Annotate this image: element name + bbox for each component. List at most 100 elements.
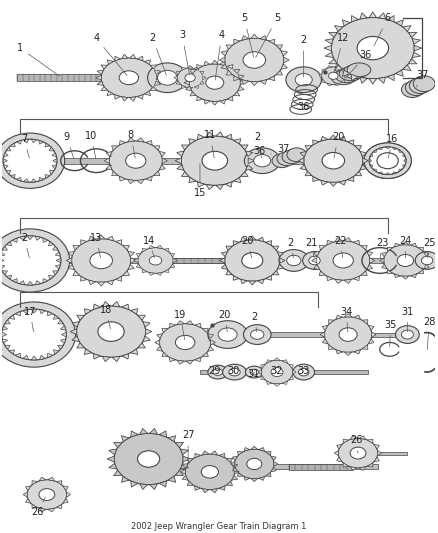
Polygon shape xyxy=(266,360,272,364)
Polygon shape xyxy=(344,279,351,284)
Polygon shape xyxy=(241,145,248,150)
Polygon shape xyxy=(348,140,354,145)
Polygon shape xyxy=(234,139,241,144)
Polygon shape xyxy=(266,451,271,455)
Polygon shape xyxy=(159,151,165,157)
Polygon shape xyxy=(232,475,238,480)
Polygon shape xyxy=(289,464,353,470)
Ellipse shape xyxy=(304,139,363,182)
Polygon shape xyxy=(11,143,15,147)
Ellipse shape xyxy=(213,369,223,375)
Polygon shape xyxy=(77,315,84,320)
Polygon shape xyxy=(350,436,357,439)
Ellipse shape xyxy=(286,67,321,93)
Polygon shape xyxy=(226,45,233,50)
Polygon shape xyxy=(371,332,376,337)
Ellipse shape xyxy=(0,229,70,292)
Polygon shape xyxy=(226,458,233,463)
Polygon shape xyxy=(174,76,177,80)
Polygon shape xyxy=(146,141,152,145)
Polygon shape xyxy=(68,251,74,256)
Polygon shape xyxy=(2,326,7,330)
Polygon shape xyxy=(387,75,394,80)
Polygon shape xyxy=(339,180,346,185)
Polygon shape xyxy=(137,138,144,142)
Polygon shape xyxy=(355,146,362,150)
Polygon shape xyxy=(230,462,235,466)
Polygon shape xyxy=(234,39,240,44)
Text: 28: 28 xyxy=(423,317,435,350)
Polygon shape xyxy=(276,70,283,75)
Polygon shape xyxy=(324,45,332,51)
Ellipse shape xyxy=(357,36,389,60)
Polygon shape xyxy=(403,154,406,157)
Polygon shape xyxy=(107,280,114,285)
Polygon shape xyxy=(344,238,351,241)
Text: 1: 1 xyxy=(17,43,60,76)
Polygon shape xyxy=(258,279,264,284)
Polygon shape xyxy=(219,100,226,104)
Polygon shape xyxy=(212,101,218,105)
Polygon shape xyxy=(39,310,45,314)
Polygon shape xyxy=(330,182,337,187)
Ellipse shape xyxy=(90,252,113,269)
Text: 8: 8 xyxy=(128,130,135,158)
Polygon shape xyxy=(313,140,319,145)
Polygon shape xyxy=(368,325,374,330)
Ellipse shape xyxy=(223,364,247,380)
Polygon shape xyxy=(362,320,368,324)
Polygon shape xyxy=(49,241,54,246)
Ellipse shape xyxy=(331,18,414,79)
Text: 3: 3 xyxy=(179,30,190,75)
Polygon shape xyxy=(238,75,244,79)
Polygon shape xyxy=(358,333,407,336)
Polygon shape xyxy=(382,252,387,257)
Polygon shape xyxy=(261,364,265,368)
Polygon shape xyxy=(265,241,272,245)
Polygon shape xyxy=(73,271,80,276)
Polygon shape xyxy=(403,26,411,31)
Polygon shape xyxy=(246,165,253,171)
Polygon shape xyxy=(360,77,367,83)
Ellipse shape xyxy=(309,256,320,265)
Polygon shape xyxy=(219,57,225,63)
Ellipse shape xyxy=(377,153,398,169)
Polygon shape xyxy=(115,95,120,99)
Ellipse shape xyxy=(244,148,280,174)
Polygon shape xyxy=(312,258,317,263)
Polygon shape xyxy=(88,280,95,285)
Polygon shape xyxy=(60,339,66,343)
Polygon shape xyxy=(260,36,267,41)
Polygon shape xyxy=(319,74,322,78)
Ellipse shape xyxy=(364,143,411,179)
Polygon shape xyxy=(187,66,193,68)
Polygon shape xyxy=(164,269,169,272)
Polygon shape xyxy=(137,180,144,184)
Polygon shape xyxy=(266,473,271,477)
Polygon shape xyxy=(234,177,241,183)
Polygon shape xyxy=(31,356,37,360)
Ellipse shape xyxy=(347,63,371,77)
Polygon shape xyxy=(220,258,225,263)
Text: 11: 11 xyxy=(204,130,216,158)
Polygon shape xyxy=(276,45,283,50)
Polygon shape xyxy=(134,258,138,263)
Polygon shape xyxy=(410,274,417,278)
Ellipse shape xyxy=(250,369,258,375)
Ellipse shape xyxy=(279,249,309,271)
Ellipse shape xyxy=(229,368,240,376)
Polygon shape xyxy=(424,264,429,269)
Polygon shape xyxy=(23,310,28,314)
Polygon shape xyxy=(17,140,21,144)
Polygon shape xyxy=(352,15,358,22)
Polygon shape xyxy=(102,357,110,361)
Ellipse shape xyxy=(406,80,427,95)
Polygon shape xyxy=(130,54,136,59)
Text: 22: 22 xyxy=(334,236,346,258)
Polygon shape xyxy=(5,320,11,324)
Polygon shape xyxy=(93,304,100,310)
Polygon shape xyxy=(182,475,188,480)
Polygon shape xyxy=(0,258,4,263)
Ellipse shape xyxy=(339,67,363,80)
Polygon shape xyxy=(150,429,157,434)
